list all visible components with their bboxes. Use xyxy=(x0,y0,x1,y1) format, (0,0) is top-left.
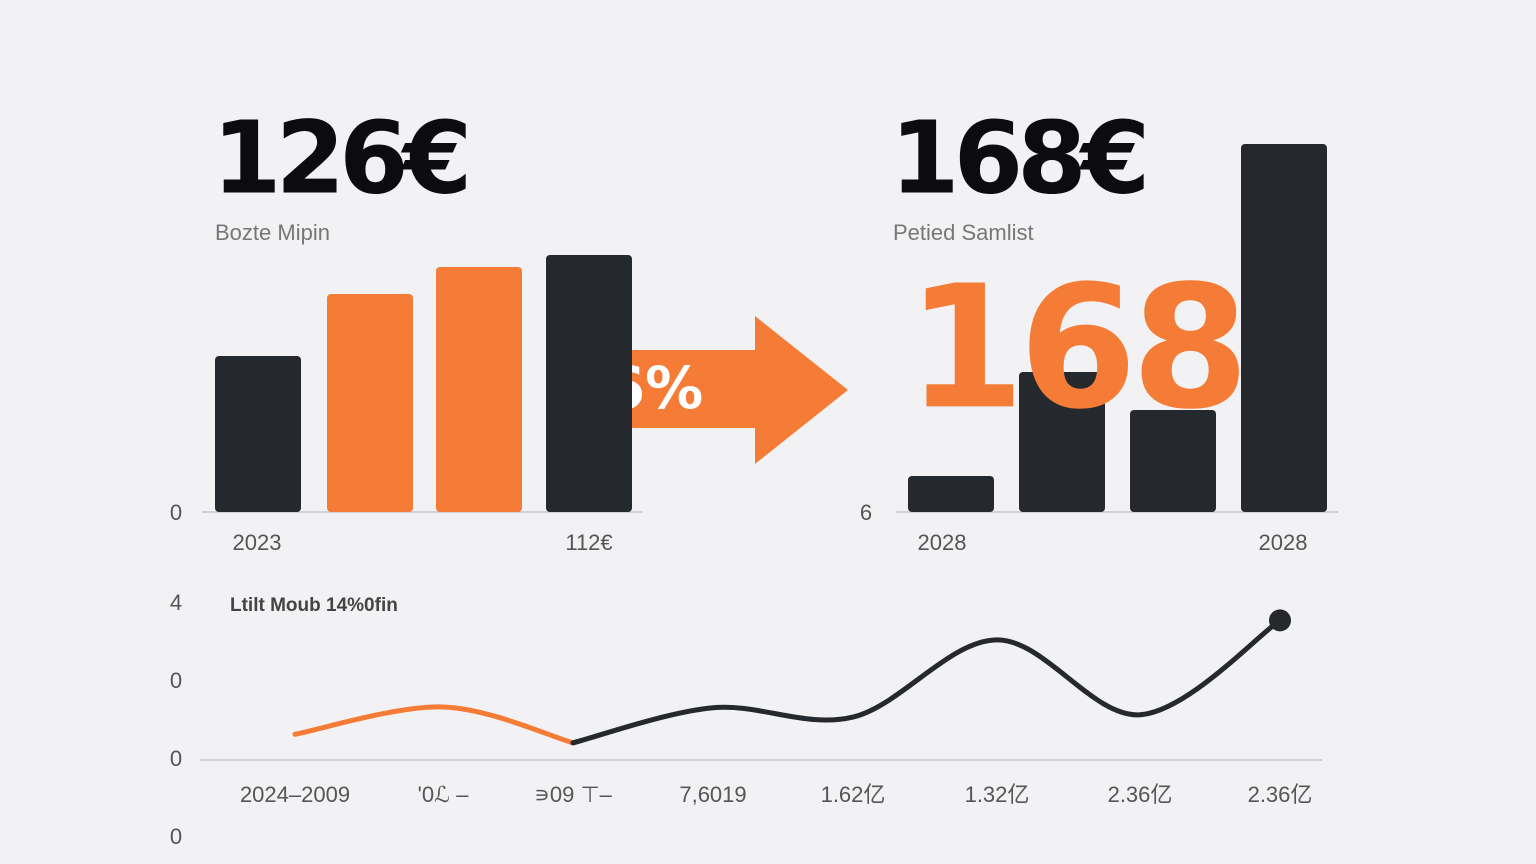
y-tick-label: 0 xyxy=(170,668,182,693)
x-tick-label: 2028 xyxy=(918,530,967,555)
y-tick-label: 0 xyxy=(170,746,182,771)
arrow xyxy=(579,316,848,464)
line-series xyxy=(292,704,576,746)
x-tick-label: 112€ xyxy=(565,530,612,555)
bar xyxy=(327,294,413,512)
bar xyxy=(908,476,994,512)
x-tick-label: 1.62亿 xyxy=(821,782,886,807)
bar xyxy=(1019,372,1105,512)
y-tick-label: 4 xyxy=(170,590,182,615)
bar xyxy=(1241,144,1327,512)
x-tick-label: 2024–2009 xyxy=(240,782,350,807)
x-tick-label: '0ℒ – xyxy=(418,782,469,807)
end-point xyxy=(1269,609,1291,632)
x-tick-label: 2.36亿 xyxy=(1108,782,1173,807)
headline-value: 126€ xyxy=(212,99,466,216)
x-tick-label: 2023 xyxy=(233,530,282,555)
chart-title: Ltilt Moub 14%0fin xyxy=(230,595,398,616)
y-tick-label: 0 xyxy=(170,824,182,849)
x-tick-label: 1.32亿 xyxy=(965,782,1030,807)
x-tick-label: ∍09 ⊤– xyxy=(534,782,613,807)
bar xyxy=(215,356,301,512)
subtitle: Bozte Mipin xyxy=(215,220,330,245)
x-tick-label: 7,6019 xyxy=(679,782,746,807)
bar xyxy=(436,267,522,512)
subtitle: Petied Samlist xyxy=(893,220,1034,245)
y-tick-label: 6 xyxy=(860,500,872,525)
line-series xyxy=(570,617,1283,746)
headline-value: 168€ xyxy=(890,99,1144,216)
y-tick-label: 0 xyxy=(170,500,182,525)
bar xyxy=(1130,410,1216,512)
x-tick-label: 2.36亿 xyxy=(1248,782,1313,807)
bar xyxy=(546,255,632,512)
overlay-number: 168 xyxy=(907,249,1244,447)
x-tick-label: 2028 xyxy=(1259,530,1308,555)
